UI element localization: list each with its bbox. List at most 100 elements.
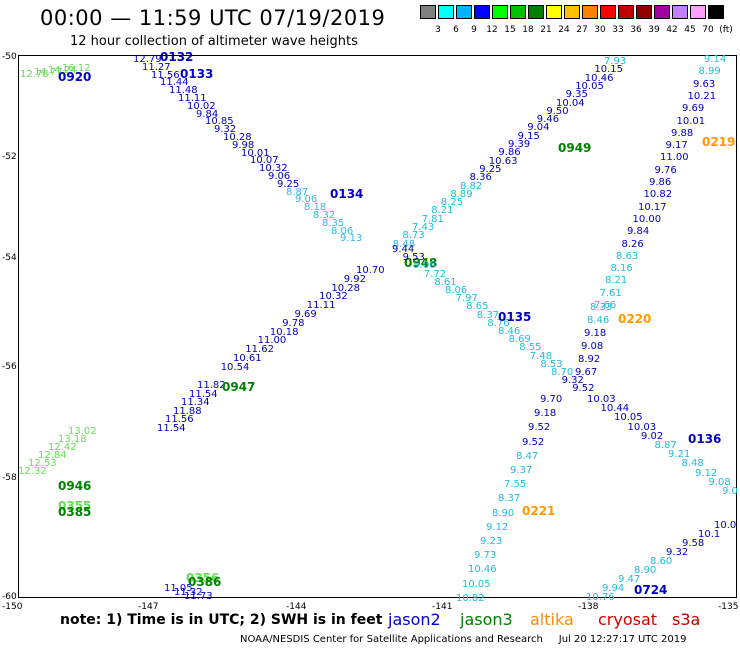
wave-height-value: 8.26 bbox=[621, 238, 644, 250]
wave-height-value: 8.21 bbox=[605, 275, 628, 287]
wave-height-value: 7.61 bbox=[599, 287, 622, 299]
wave-height-value: 8.46 bbox=[498, 326, 521, 337]
lon-label-147: -147 bbox=[138, 602, 159, 612]
wave-height-value: 11.44 bbox=[160, 77, 189, 89]
wave-height-value: 10.01 bbox=[241, 147, 270, 159]
pass-time-label: 0355 bbox=[58, 499, 92, 513]
wave-height-value: 9.84 bbox=[627, 226, 650, 238]
wave-height-value: 9.94 bbox=[602, 583, 625, 594]
wave-height-value: 8.69 bbox=[508, 334, 531, 346]
wave-height-value: 10.00 bbox=[632, 213, 662, 225]
wave-height-value: 7.93 bbox=[604, 56, 627, 67]
wave-height-value: 10.04 bbox=[556, 97, 585, 109]
wave-height-value: 12.32 bbox=[18, 466, 47, 477]
legend-level-label: 18 bbox=[522, 25, 534, 35]
wave-height-value: 10.02 bbox=[187, 100, 216, 112]
lat-label-56: -56 bbox=[2, 362, 17, 372]
wave-height-value: 11.00 bbox=[257, 335, 287, 347]
wave-height-value: 10.05 bbox=[462, 578, 491, 590]
legend-swatch bbox=[564, 5, 580, 19]
wave-height-value: 11.34 bbox=[181, 397, 210, 408]
wave-height-value: 9.98 bbox=[232, 139, 255, 151]
wave-height-value: 14.77 bbox=[34, 67, 63, 78]
wave-height-value: 8.46 bbox=[587, 315, 610, 326]
wave-height-value: 9.92 bbox=[343, 273, 366, 285]
wave-height-value: 10.01 bbox=[676, 115, 706, 127]
wave-height-value: 8.89 bbox=[450, 188, 473, 200]
pass-time-label: 0219 bbox=[702, 135, 736, 149]
wave-height-value: 9.25 bbox=[277, 178, 300, 190]
wave-height-value: 16.12 bbox=[62, 63, 91, 74]
wave-height-value: 8.36 bbox=[469, 172, 492, 184]
lat-label-50: -50 bbox=[2, 52, 17, 62]
wave-height-value: 10.54 bbox=[220, 361, 250, 373]
wave-height-value: 12.53 bbox=[28, 458, 57, 469]
pass-time-label: 0385 bbox=[58, 505, 92, 519]
wave-height-value: 9.17 bbox=[665, 140, 688, 152]
wave-height-value: 7.97 bbox=[455, 293, 478, 305]
wave-height-value: 9.58 bbox=[682, 538, 705, 549]
chart-title: 00:00 — 11:59 UTC 07/19/2019 bbox=[40, 6, 386, 30]
wave-height-value: 12.79 bbox=[133, 54, 162, 65]
legend-level-label: 36 bbox=[630, 25, 642, 35]
wave-height-value: 8.47 bbox=[516, 450, 539, 462]
lat-label-54: -54 bbox=[2, 253, 17, 263]
wave-height-value: 9.12 bbox=[486, 521, 509, 533]
wave-height-value: 10.18 bbox=[269, 326, 299, 338]
wave-height-value: 9.12 bbox=[695, 467, 718, 479]
wave-height-value: 9.78 bbox=[282, 317, 305, 329]
wave-height-value: 7.48 bbox=[529, 350, 553, 362]
pass-time-label: 0946 bbox=[58, 479, 92, 493]
wave-height-value: 14.24 bbox=[48, 65, 77, 76]
wave-height-value: 9.0 bbox=[722, 486, 738, 497]
wave-height-value: 11.32 bbox=[174, 587, 203, 598]
legend-level-label: 12 bbox=[486, 25, 498, 35]
wave-height-value: 9.18 bbox=[534, 408, 557, 420]
wave-height-value: 8.76 bbox=[487, 317, 510, 329]
wave-height-value: 10.63 bbox=[488, 155, 518, 167]
wave-height-value: 9.69 bbox=[294, 309, 317, 320]
wave-height-value: 8.37 bbox=[476, 309, 500, 321]
wave-height-value: 9.53 bbox=[402, 252, 425, 264]
wave-height-value: 10.28 bbox=[223, 132, 252, 143]
wave-height-value: 8.06 bbox=[445, 285, 468, 296]
wave-height-value: 9.69 bbox=[682, 103, 705, 115]
wave-height-value: 10.44 bbox=[600, 403, 630, 415]
legend-cryosat: cryosat bbox=[598, 610, 658, 629]
wave-height-value: 9.47 bbox=[618, 574, 641, 585]
wave-height-value: 10.03 bbox=[587, 394, 616, 405]
pass-time-label: 0948 bbox=[404, 256, 438, 270]
legend-level-label: 27 bbox=[576, 25, 588, 35]
wave-height-value: 9.06 bbox=[413, 260, 436, 272]
wave-height-value: 8.65 bbox=[466, 301, 489, 313]
legend-swatch bbox=[600, 5, 616, 19]
legend-swatch bbox=[528, 5, 544, 19]
wave-height-value: 7.72 bbox=[423, 268, 447, 280]
wave-height-value: 9.32 bbox=[666, 547, 689, 558]
lat-label-60: -60 bbox=[2, 592, 17, 602]
wave-height-value: 7.43 bbox=[412, 222, 435, 233]
note-text: note: 1) Time is in UTC; 2) SWH is in fe… bbox=[60, 612, 383, 628]
wave-height-value: 8.33 bbox=[590, 302, 613, 313]
wave-height-value: 10.32 bbox=[259, 163, 288, 175]
wave-height-value: 13.18 bbox=[58, 434, 87, 445]
chart-subtitle: 12 hour collection of altimeter wave hei… bbox=[70, 34, 358, 49]
wave-height-value: 8.48 bbox=[392, 238, 416, 250]
wave-height-value: 9.86 bbox=[649, 177, 672, 188]
wave-height-value: 9.15 bbox=[517, 130, 540, 142]
legend-jason2: jason2 bbox=[388, 610, 441, 629]
wave-height-value: 10.82 bbox=[456, 592, 485, 604]
legend-level-label: 39 bbox=[648, 25, 660, 35]
wave-height-value: 9.39 bbox=[508, 139, 531, 150]
wave-height-value: 11.05 bbox=[164, 583, 193, 594]
wave-height-value: 11.27 bbox=[142, 61, 171, 73]
wave-height-value: 10.76 bbox=[586, 592, 615, 603]
wave-height-value: 9.32 bbox=[214, 124, 237, 136]
wave-height-value: 8.32 bbox=[313, 210, 336, 221]
lat-label-58: -58 bbox=[2, 473, 17, 483]
legend-jason3: jason3 bbox=[460, 610, 513, 629]
wave-height-value: 7.55 bbox=[504, 479, 527, 491]
wave-height-value: 9.21 bbox=[668, 449, 691, 461]
wave-height-value: 10.82 bbox=[643, 189, 673, 201]
wave-height-value: 13.02 bbox=[68, 426, 97, 437]
